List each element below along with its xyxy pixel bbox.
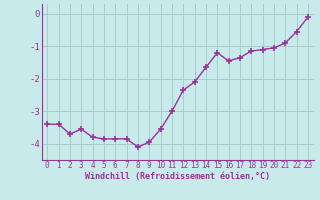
X-axis label: Windchill (Refroidissement éolien,°C): Windchill (Refroidissement éolien,°C) (85, 172, 270, 181)
